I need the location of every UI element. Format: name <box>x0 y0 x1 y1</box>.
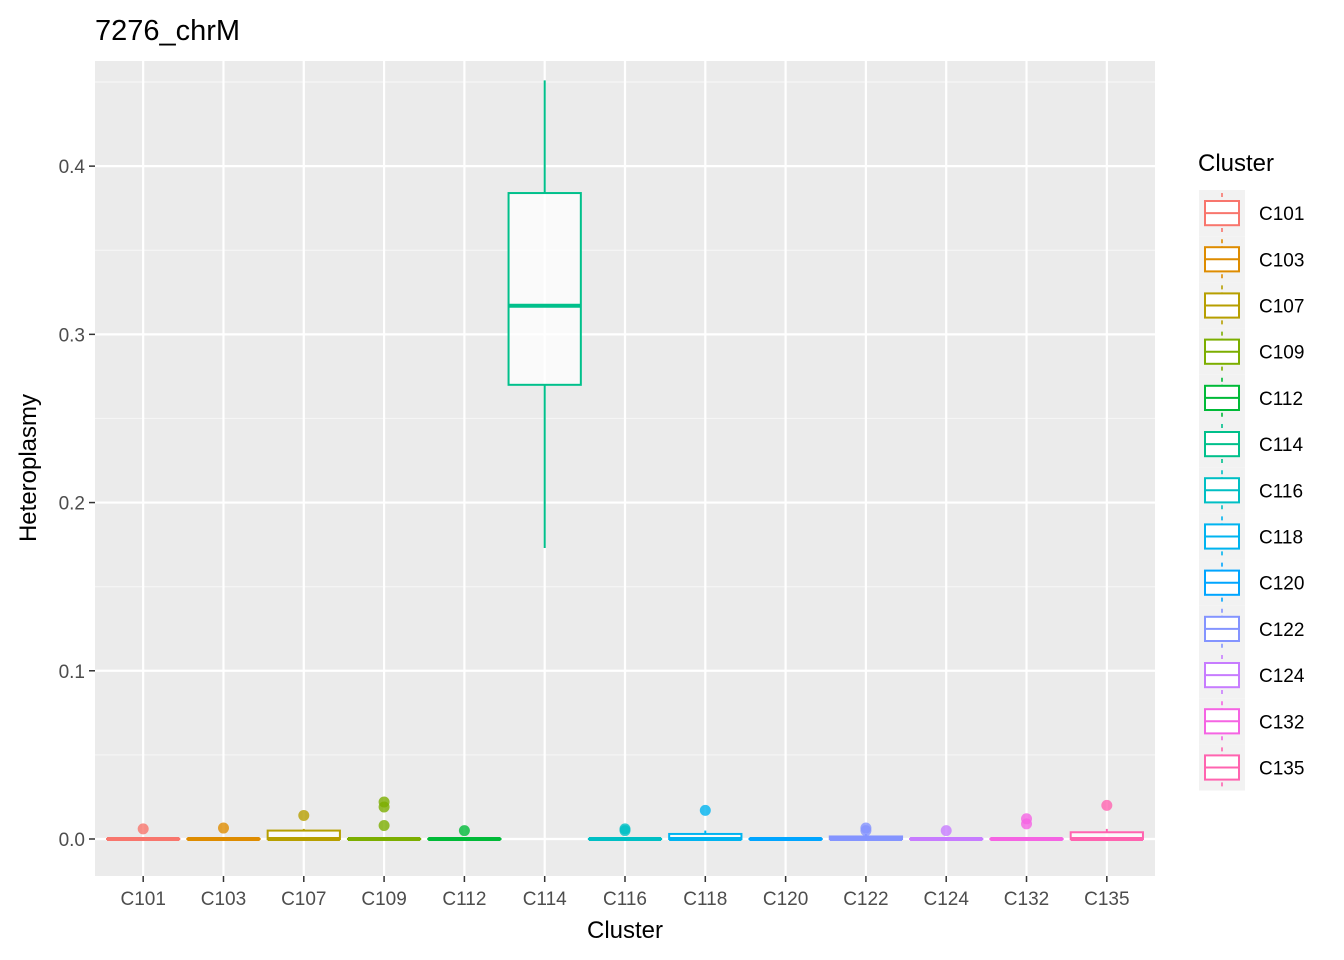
box-outlier-point <box>860 822 872 834</box>
legend-item-c103: C103 <box>1199 236 1304 283</box>
box-c109 <box>346 796 422 841</box>
x-tick-label: C118 <box>683 889 727 910</box>
x-tick-label: C107 <box>281 889 326 910</box>
legend-label: C103 <box>1259 250 1304 271</box>
box-outlier-point <box>458 825 470 837</box>
box-series <box>106 80 1144 841</box>
legend-label: C109 <box>1259 343 1304 364</box>
box-outlier-point <box>378 820 390 832</box>
y-tick-label: 0.0 <box>59 830 85 851</box>
box-outlier-point <box>217 822 229 834</box>
legend-item-c124: C124 <box>1199 652 1305 699</box>
legend-item-c132: C132 <box>1199 698 1304 745</box>
box-c101 <box>106 823 181 841</box>
x-tick-label: C116 <box>603 889 647 910</box>
box-c103 <box>186 822 261 841</box>
x-tick-label: C132 <box>1004 889 1049 910</box>
chart-title: 7276_chrM <box>95 15 240 47</box>
legend-label: C118 <box>1259 528 1303 549</box>
box-iqr <box>507 192 582 386</box>
y-axis-title: Heteroplasmy <box>15 394 42 542</box>
box-c112 <box>427 825 502 841</box>
legend-label: C135 <box>1259 759 1304 780</box>
box-c132 <box>989 813 1064 841</box>
box-c124 <box>909 825 984 841</box>
legend-label: C120 <box>1259 574 1304 595</box>
legend-item-c122: C122 <box>1199 605 1304 652</box>
legend-item-c101: C101 <box>1199 190 1304 237</box>
x-tick-label: C103 <box>201 889 246 910</box>
x-tick-label: C124 <box>924 889 970 910</box>
y-tick-label: 0.4 <box>59 157 86 178</box>
y-axis-ticks: 0.0 0.1 0.2 0.3 0.4 <box>59 157 95 851</box>
x-axis-title: Cluster <box>587 917 663 944</box>
x-tick-label: C109 <box>361 889 406 910</box>
x-tick-label: C120 <box>763 889 808 910</box>
x-tick-label: C112 <box>442 889 486 910</box>
box-outlier-point <box>1101 799 1113 811</box>
legend-label: C124 <box>1259 666 1305 687</box>
legend-item-c116: C116 <box>1199 467 1303 514</box>
box-outlier-point <box>137 823 149 835</box>
x-tick-label: C101 <box>120 889 165 910</box>
box-c122 <box>828 822 904 841</box>
box-c135 <box>1069 799 1144 841</box>
legend-label: C107 <box>1259 297 1304 318</box>
legend-item-c135: C135 <box>1199 744 1304 791</box>
legend-item-c114: C114 <box>1199 421 1303 468</box>
legend-item-c109: C109 <box>1199 328 1304 375</box>
legend-label: C132 <box>1259 712 1304 733</box>
box-c118 <box>668 804 743 841</box>
x-tick-label: C135 <box>1084 889 1129 910</box>
y-tick-label: 0.1 <box>59 662 85 683</box>
box-c116 <box>587 823 663 841</box>
legend-title: Cluster <box>1198 150 1274 177</box>
legend-item-c118: C118 <box>1199 513 1303 560</box>
legend-label: C101 <box>1259 204 1304 225</box>
legend: Cluster C101 C103 C107 C109 C112 C114 C116 C118… <box>1198 150 1305 791</box>
legend-item-c107: C107 <box>1199 282 1304 329</box>
box-outlier-point <box>298 809 310 821</box>
box-outlier-point <box>699 804 711 816</box>
x-axis-ticks: C101 C103 C107 C109 C112 C114 C116 C118 C120 C122… <box>120 876 1130 910</box>
box-outlier-point <box>1021 813 1033 825</box>
box-outlier-point <box>940 825 952 837</box>
legend-label: C112 <box>1259 389 1303 410</box>
major-gridlines <box>95 61 1155 876</box>
box-c107 <box>266 809 341 841</box>
legend-item-c112: C112 <box>1199 374 1303 421</box>
legend-label: C114 <box>1259 435 1303 456</box>
x-tick-label: C114 <box>523 889 567 910</box>
legend-label: C122 <box>1259 620 1304 641</box>
legend-item-c120: C120 <box>1199 559 1304 606</box>
box-outlier-point <box>619 823 631 835</box>
box-c114 <box>507 80 582 548</box>
x-tick-label: C122 <box>843 889 888 910</box>
legend-label: C116 <box>1259 481 1303 502</box>
y-tick-label: 0.2 <box>59 494 85 515</box>
box-outlier-point <box>378 796 390 808</box>
y-tick-label: 0.3 <box>59 325 85 346</box>
